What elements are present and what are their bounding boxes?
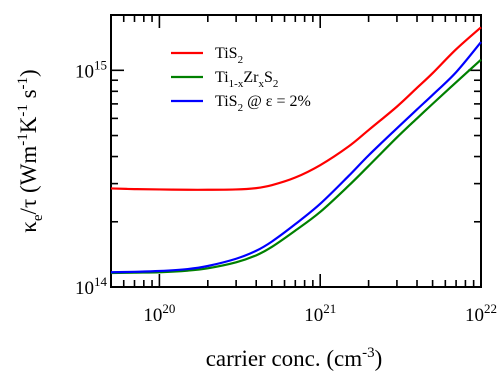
series-line-0 (110, 26, 482, 191)
x-axis-title: carrier conc. (cm-3) (206, 345, 383, 371)
y-tick-label: 1015 (75, 57, 107, 82)
legend: TiS2 Ti1-xZrxS2 TiS2 @ ε = 2% (171, 45, 311, 114)
x-tick-label: 1021 (304, 301, 336, 326)
x-tick-label: 1022 (465, 301, 497, 326)
plot-frame (110, 14, 482, 288)
legend-label-2: TiS2 @ ε = 2% (215, 93, 311, 114)
y-tick-label: 1014 (75, 274, 108, 299)
x-tick-label: 1020 (143, 301, 175, 326)
axis-ticks (110, 15, 482, 288)
y-axis-title: κe/τ (Wm-1K-1 s-1) (15, 69, 46, 232)
series-line-1 (110, 58, 482, 275)
x-tick-labels: 1020 1021 1022 (143, 301, 497, 326)
legend-label-1: Ti1-xZrxS2 (215, 69, 278, 90)
y-tick-labels: 1014 1015 (75, 57, 108, 299)
series-line-2 (110, 41, 482, 274)
series-lines (110, 26, 482, 275)
legend-label-0: TiS2 (215, 45, 243, 66)
